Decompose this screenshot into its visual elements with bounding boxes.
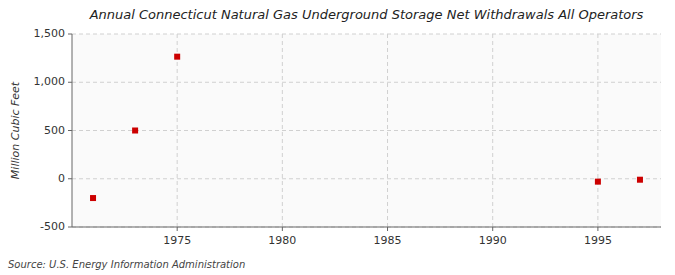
tick-mark [68, 130, 72, 131]
tick-label: 1,000 [34, 75, 66, 88]
y-axis-label: Million Cubic Feet [9, 81, 22, 179]
tick-label: 1,500 [34, 27, 66, 40]
tick-label: 1980 [268, 234, 296, 247]
tick-label: -500 [40, 220, 65, 233]
point [90, 195, 96, 201]
data-points [90, 54, 643, 201]
tick-label: 1985 [374, 234, 402, 247]
point [595, 179, 601, 185]
grid-line [597, 34, 598, 227]
tick-mark [68, 82, 72, 83]
chart-svg: -500 0 500 1,000 1,500 1975 1980 1985 1990 1995 An… [0, 0, 675, 275]
grid-line [282, 34, 283, 227]
tick-mark [68, 227, 72, 228]
grid-line [387, 34, 388, 227]
axes: -500 0 500 1,000 1,500 1975 1980 1985 1990 1995 [34, 27, 662, 247]
grid-line [177, 34, 178, 227]
tick-mark [597, 227, 598, 231]
tick-label: 500 [44, 124, 65, 137]
grid-line [72, 82, 661, 83]
source-note: Source: U.S. Energy Information Administ… [8, 259, 245, 270]
tick-label: 1995 [584, 234, 612, 247]
background [0, 0, 675, 275]
grid-line [492, 34, 493, 227]
grid-line [72, 34, 661, 35]
title: Annual Connecticut Natural Gas Undergrou… [89, 7, 644, 22]
tick-label: 1975 [163, 234, 191, 247]
tick-label: 0 [58, 172, 65, 185]
point [637, 177, 643, 183]
tick-mark [177, 227, 178, 231]
tick-mark [282, 227, 283, 231]
grid-line [72, 178, 661, 179]
tick-mark [387, 227, 388, 231]
point [132, 128, 138, 134]
tick-mark [68, 34, 72, 35]
grid [72, 34, 661, 227]
grid-line [72, 130, 661, 131]
point [174, 54, 180, 60]
x-axis-line [72, 227, 661, 228]
chart-container: -500 0 500 1,000 1,500 1975 1980 1985 1990 1995 An… [0, 0, 675, 275]
tick-mark [492, 227, 493, 231]
tick-label: 1990 [479, 234, 507, 247]
y-axis-line [72, 34, 73, 227]
plot-background [72, 34, 661, 227]
grid-line [72, 227, 661, 228]
tick-mark [68, 178, 72, 179]
